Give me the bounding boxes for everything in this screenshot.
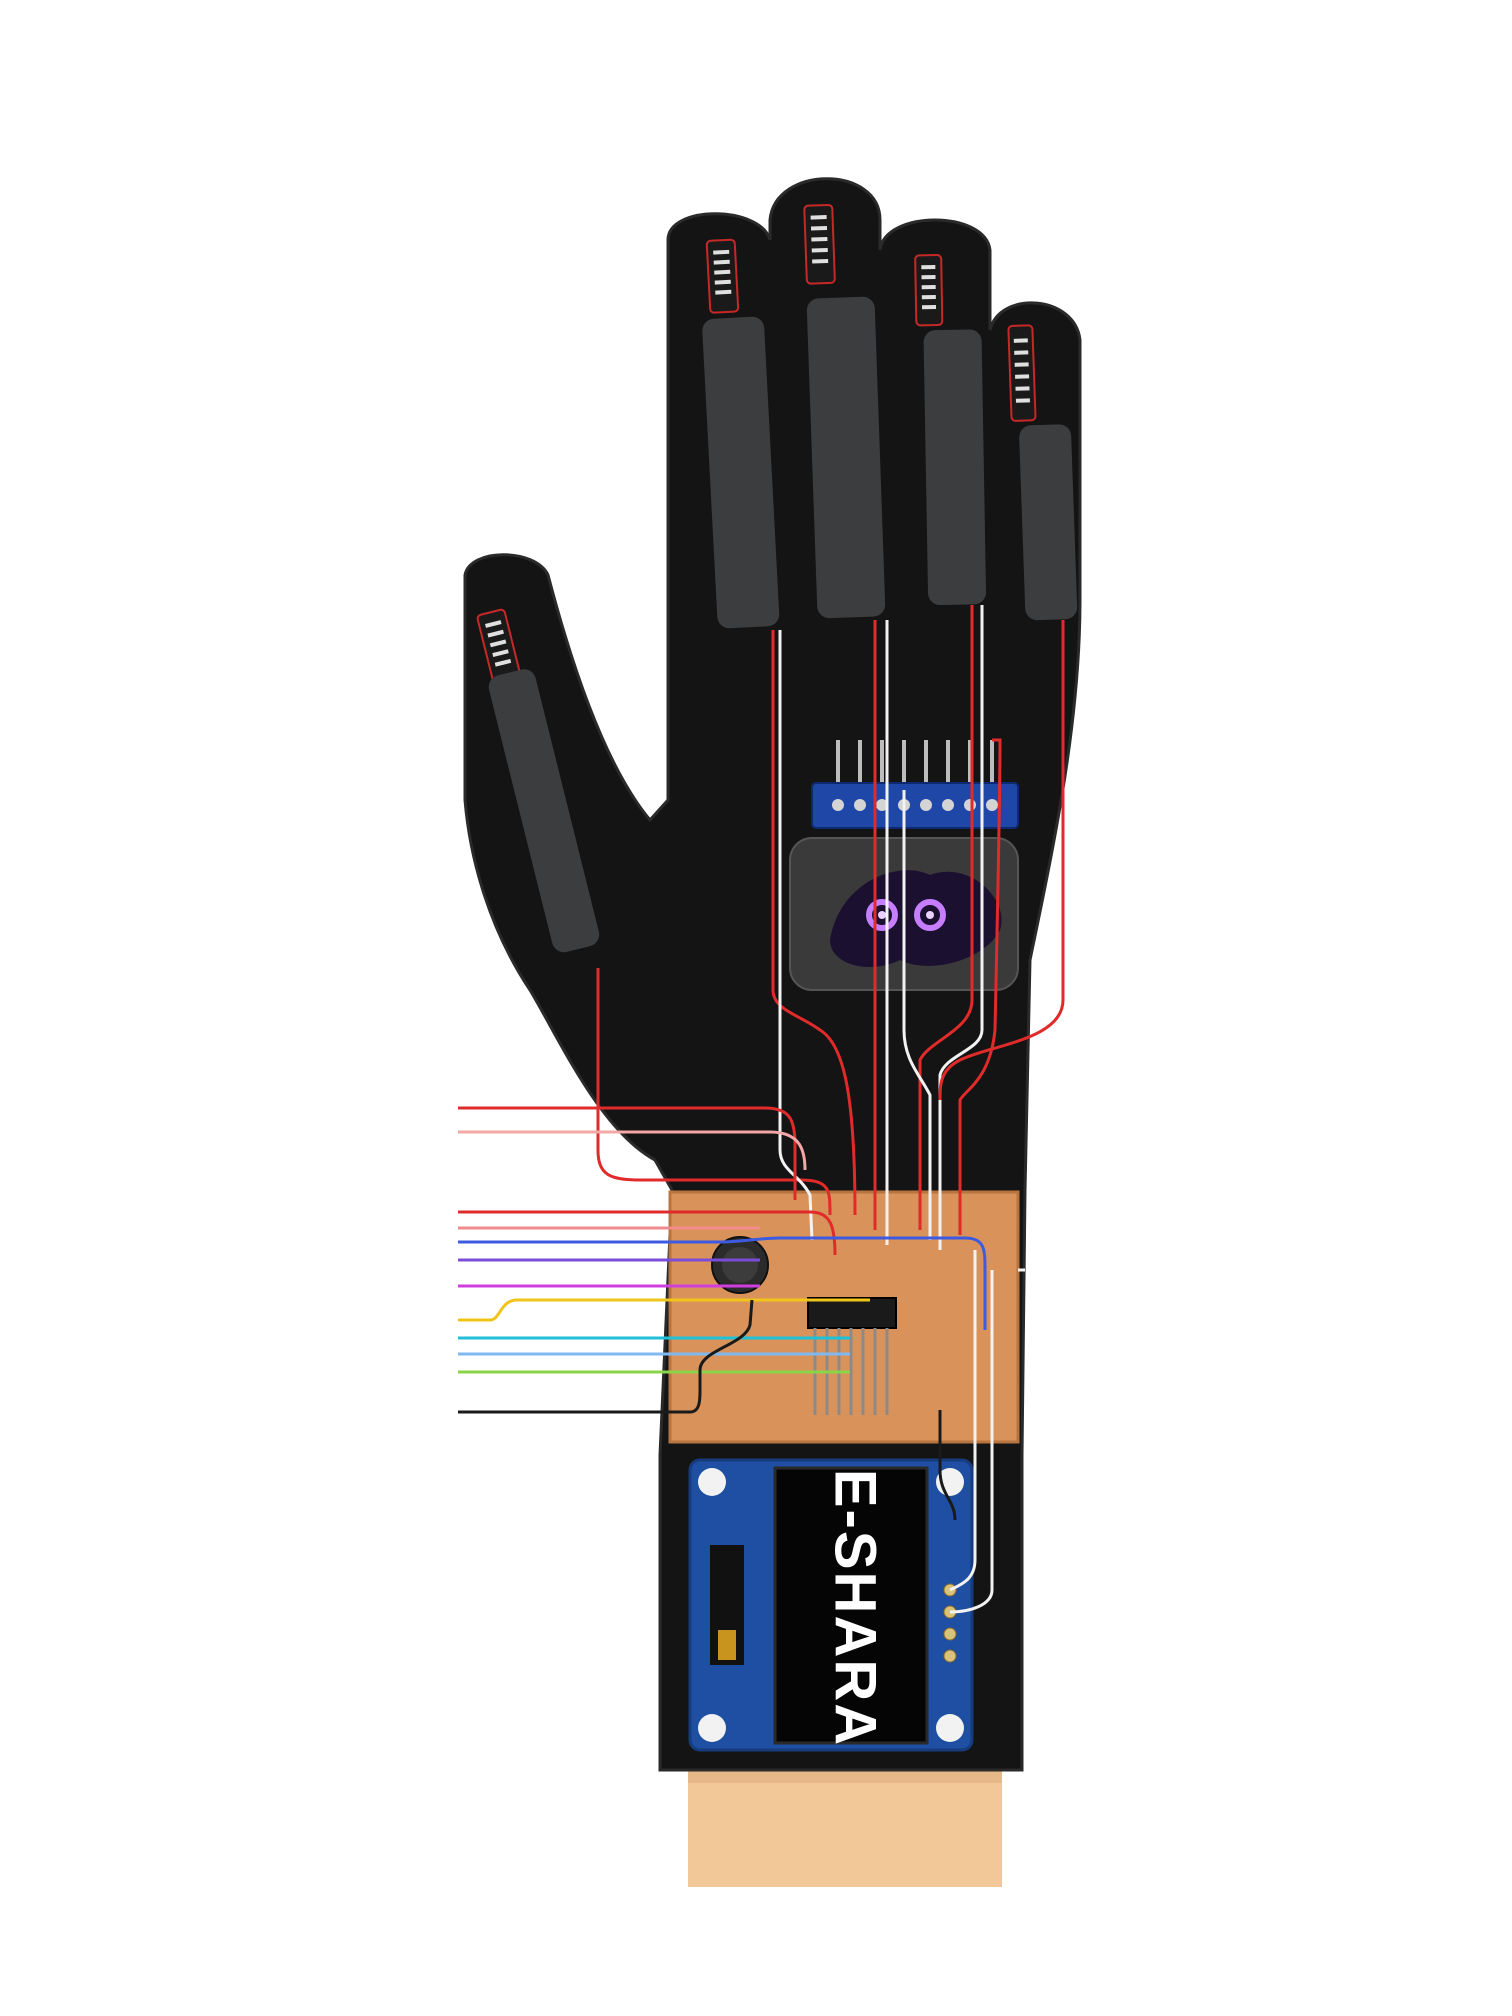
wire-mpu-red (958, 738, 1002, 1235)
oled-label: E-SHARA (823, 1469, 888, 1747)
flex-sensor-index (702, 238, 780, 629)
sensor-strip-ring (923, 329, 987, 606)
flex-sensor-icon (705, 238, 740, 314)
led-left (866, 899, 898, 931)
wire-harness-red-2 (458, 1210, 837, 1256)
sensor-strip-thumb (488, 669, 600, 953)
wire-harness-blue (458, 1236, 987, 1330)
wire-board-to-oled-3 (938, 1410, 957, 1521)
flex-sensors (476, 203, 1078, 953)
led-right (914, 899, 946, 931)
sensor-strip-middle (806, 296, 886, 619)
wire-harness-red (458, 1106, 797, 1200)
mpu-module-icon (811, 782, 1019, 829)
sensor-strip-pinky (1019, 424, 1078, 621)
flex-sensor-icon (1007, 324, 1037, 422)
wire-harness-yellow (458, 1298, 870, 1322)
wire-harness-pink (458, 1130, 807, 1171)
ic-chip (807, 1297, 897, 1329)
oled-ribbon-gold (718, 1630, 736, 1660)
mount-hole (698, 1714, 726, 1742)
wrist-skin (688, 1765, 1002, 1887)
wire-harness-black (458, 1299, 754, 1414)
flex-sensor-middle (803, 203, 886, 619)
wire-index-white (778, 630, 814, 1241)
flex-sensor-pinky (1007, 324, 1078, 621)
mount-hole (698, 1468, 726, 1496)
wire-board-to-oled-2 (949, 1270, 994, 1614)
oled-screen (773, 1466, 929, 1745)
oled-display: E-SHARA (688, 1458, 974, 1752)
flex-sensor-ring (914, 254, 987, 606)
wire-thumb-red (596, 968, 832, 1216)
wiring (458, 605, 1065, 1614)
sensor-strip-index (702, 316, 780, 629)
mount-hole (936, 1714, 964, 1742)
wire-pinky-red (938, 620, 1065, 1101)
flex-sensor-icon (803, 203, 836, 285)
wire-board-to-oled-1 (949, 1250, 977, 1592)
wire-ring-red (918, 605, 974, 1230)
header-pins (836, 740, 994, 788)
wire-mpu-white (902, 790, 932, 1240)
wire-ring-white (938, 605, 984, 1250)
flex-sensor-thumb (476, 608, 600, 953)
